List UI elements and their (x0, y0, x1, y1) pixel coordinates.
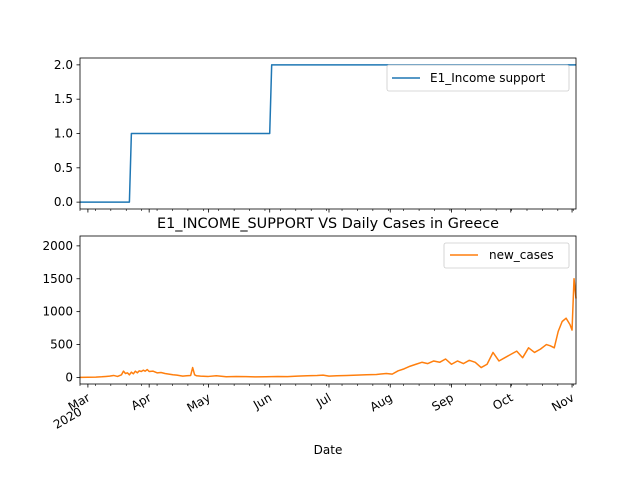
top-y-tick-label: 2.0 (54, 58, 73, 72)
bottom-legend-label: new_cases (489, 248, 554, 262)
bottom-legend: new_cases (443, 242, 570, 269)
bottom-x-tick-label: Jul (313, 390, 333, 410)
top-y-ticks: 0.0 0.5 1.0 1.5 2.0 (54, 58, 80, 209)
top-legend-label: E1_Income support (430, 71, 546, 85)
top-series-e1-income-support-line (80, 64, 576, 203)
bottom-y-tick-label: 0 (65, 370, 73, 384)
top-x-ticks (79, 209, 574, 213)
bottom-series-layer (79, 278, 577, 379)
top-series-layer (80, 64, 576, 203)
bottom-y-tick-label: 1000 (42, 305, 73, 319)
bottom-axes-frame (79, 235, 577, 385)
bottom-y-tick-label: 500 (50, 338, 73, 352)
bottom-legend-box (443, 242, 570, 269)
chart-title: E1_INCOME_SUPPORT VS Daily Cases in Gree… (157, 216, 499, 232)
bottom-y-ticks: 0 500 1000 1500 2000 (42, 239, 80, 384)
x-axis-label: Date (314, 443, 343, 457)
bottom-y-tick-label: 1500 (42, 272, 73, 286)
top-legend: E1_Income support (386, 64, 570, 92)
top-y-tick-label: 0.0 (54, 195, 73, 209)
top-y-tick-label: 0.5 (54, 161, 73, 175)
bottom-y-tick-label: 2000 (42, 239, 73, 253)
top-axes: 0.0 0.5 1.0 1.5 2.0 E1_Income support (54, 57, 577, 213)
top-y-tick-label: 1.5 (54, 92, 73, 106)
top-y-tick-label: 1.0 (54, 127, 73, 141)
bottom-series-new-cases-line (79, 278, 577, 379)
top-legend-box (386, 64, 570, 92)
